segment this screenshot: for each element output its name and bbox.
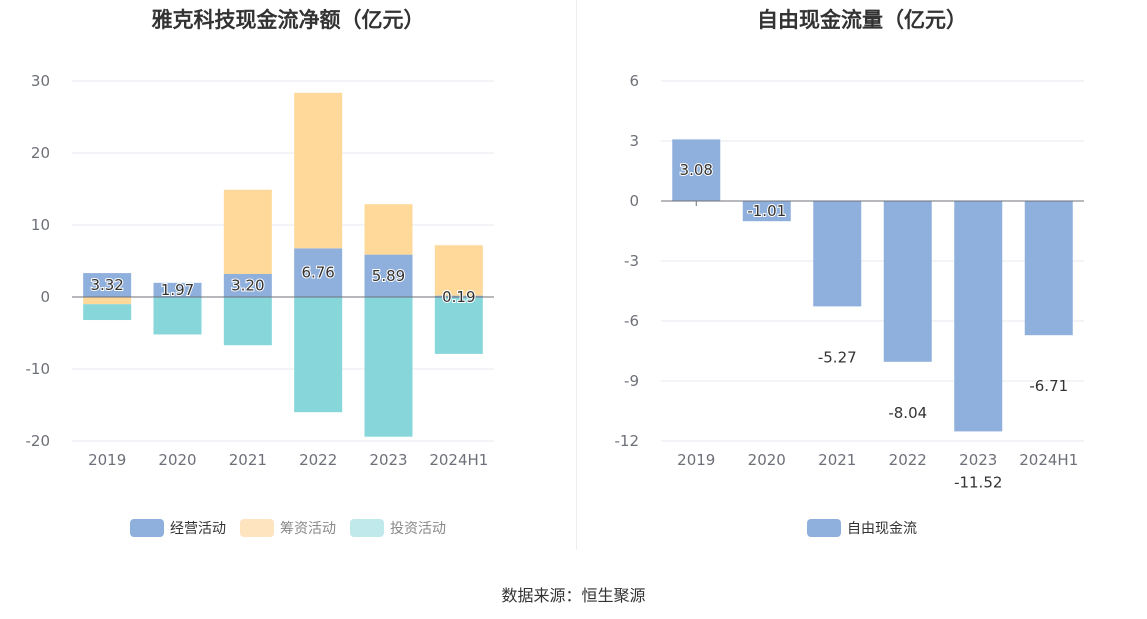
cash-flow-ytick-label: 30 bbox=[31, 72, 50, 90]
cash-flow-bar-经营活动-2021[interactable] bbox=[223, 273, 272, 297]
free-cash-flow-bar-自由现金流-2022[interactable] bbox=[883, 201, 932, 362]
cash-flow-data-label: 1.97 bbox=[161, 281, 194, 299]
legend-investing-swatch bbox=[350, 519, 384, 537]
cash-flow-xtick-label: 2019 bbox=[88, 451, 126, 469]
cash-flow-xtick-label: 2022 bbox=[299, 451, 337, 469]
cash-flow-bar-筹资活动-2022[interactable] bbox=[294, 92, 343, 249]
free-cash-flow-ytick-label: 0 bbox=[629, 192, 639, 210]
data-source-note: 数据来源：恒生聚源 bbox=[501, 586, 646, 605]
free-cash-flow-chart-title: 自由现金流量（亿元） bbox=[757, 8, 967, 32]
free-cash-flow-ytick-label: -6 bbox=[624, 312, 639, 330]
legend-operating-swatch bbox=[130, 519, 164, 537]
cash-flow-xtick-label: 2021 bbox=[229, 451, 267, 469]
cash-flow-data-label: 3.32 bbox=[90, 276, 123, 294]
legend-operating-label: 经营活动 bbox=[170, 521, 226, 537]
free-cash-flow-data-label: -1.01 bbox=[747, 202, 786, 220]
cash-flow-ytick-label: -10 bbox=[26, 360, 51, 378]
cash-flow-data-label: 3.20 bbox=[231, 276, 264, 294]
legend-free-cash-flow-swatch bbox=[807, 519, 841, 537]
free-cash-flow-ytick-label: -3 bbox=[624, 252, 639, 270]
cash-flow-ytick-label: 0 bbox=[40, 288, 50, 306]
free-cash-flow-ytick-label: -9 bbox=[624, 372, 639, 390]
free-cash-flow-xtick-label: 2022 bbox=[889, 451, 927, 469]
cash-flow-data-label: 5.89 bbox=[372, 267, 405, 285]
cash-flow-bar-投资活动-2019[interactable] bbox=[83, 304, 132, 321]
cash-flow-chart-panel: 雅克科技现金流净额（亿元） 30 20 10 0 -10 -20 2019 2020 2021 2… bbox=[0, 0, 576, 550]
cash-flow-ytick-label: -20 bbox=[26, 432, 51, 450]
cash-flow-xtick-label: 2023 bbox=[369, 451, 407, 469]
cash-flow-bar-投资活动-2021[interactable] bbox=[223, 297, 272, 346]
cash-flow-bar-筹资活动-2023[interactable] bbox=[364, 204, 413, 255]
legend-financing-label: 筹资活动 bbox=[280, 521, 336, 537]
legend-operating[interactable]: 经营活动 bbox=[130, 518, 226, 538]
free-cash-flow-bar-自由现金流-2021[interactable] bbox=[813, 201, 862, 307]
cash-flow-bar-投资活动-2023[interactable] bbox=[364, 297, 413, 437]
cash-flow-xtick-label: 2024H1 bbox=[429, 451, 488, 469]
panel-divider bbox=[576, 0, 577, 550]
free-cash-flow-data-label: -5.27 bbox=[818, 348, 857, 366]
free-cash-flow-ytick-label: 3 bbox=[629, 132, 639, 150]
legend-free-cash-flow[interactable]: 自由现金流 bbox=[807, 518, 917, 538]
legend-investing-label: 投资活动 bbox=[390, 521, 446, 537]
free-cash-flow-xtick-label: 2019 bbox=[677, 451, 715, 469]
free-cash-flow-chart-panel: 自由现金流量（亿元） 6 3 0 -3 -6 -9 -12 2019 2020 2021 2022 2… bbox=[577, 0, 1147, 550]
cash-flow-bar-经营活动-2024H1[interactable] bbox=[434, 295, 483, 297]
legend-financing[interactable]: 筹资活动 bbox=[240, 518, 336, 538]
free-cash-flow-bar-自由现金流-2020[interactable] bbox=[742, 201, 791, 222]
cash-flow-chart-plot: 30 20 10 0 -10 -20 2019 2020 2021 2022 2023 2024H1 3… bbox=[26, 72, 494, 469]
cash-flow-chart-title: 雅克科技现金流净额（亿元） bbox=[151, 8, 425, 32]
cash-flow-bar-投资活动-2024H1[interactable] bbox=[434, 297, 483, 354]
free-cash-flow-bar-自由现金流-2019[interactable] bbox=[672, 139, 721, 201]
free-cash-flow-chart-plot: 6 3 0 -3 -6 -9 -12 2019 2020 2021 2022 2023 2024H1 3.… bbox=[615, 72, 1084, 492]
cash-flow-legend: 经营活动 筹资活动 投资活动 bbox=[0, 518, 576, 538]
cash-flow-bar-投资活动-2020[interactable] bbox=[153, 297, 202, 335]
free-cash-flow-xtick-label: 2020 bbox=[748, 451, 786, 469]
free-cash-flow-xtick-label: 2021 bbox=[818, 451, 856, 469]
cash-flow-bar-经营活动-2023[interactable] bbox=[364, 254, 413, 297]
free-cash-flow-data-label: -11.52 bbox=[954, 473, 1002, 491]
free-cash-flow-ytick-label: -12 bbox=[615, 432, 640, 450]
cash-flow-xtick-label: 2020 bbox=[158, 451, 196, 469]
cash-flow-bar-筹资活动-2021[interactable] bbox=[223, 189, 272, 274]
free-cash-flow-ytick-label: 6 bbox=[629, 72, 639, 90]
free-cash-flow-xtick-label: 2023 bbox=[959, 451, 997, 469]
cash-flow-bar-经营活动-2022[interactable] bbox=[294, 248, 343, 297]
cash-flow-bar-筹资活动-2024H1[interactable] bbox=[434, 245, 483, 296]
free-cash-flow-xtick-label: 2024H1 bbox=[1019, 451, 1078, 469]
free-cash-flow-legend: 自由现金流 bbox=[577, 518, 1147, 538]
legend-financing-swatch bbox=[240, 519, 274, 537]
cash-flow-ytick-label: 20 bbox=[31, 144, 50, 162]
free-cash-flow-data-label: -6.71 bbox=[1029, 377, 1068, 395]
legend-free-cash-flow-label: 自由现金流 bbox=[847, 521, 917, 537]
cash-flow-ytick-label: 10 bbox=[31, 216, 50, 234]
free-cash-flow-data-label: -8.04 bbox=[888, 404, 927, 422]
cash-flow-bar-经营活动-2019[interactable] bbox=[83, 273, 132, 297]
legend-investing[interactable]: 投资活动 bbox=[350, 518, 446, 538]
free-cash-flow-bar-自由现金流-2024H1[interactable] bbox=[1024, 201, 1073, 336]
cash-flow-bar-投资活动-2022[interactable] bbox=[294, 297, 343, 413]
free-cash-flow-bar-自由现金流-2023[interactable] bbox=[954, 201, 1003, 432]
cash-flow-data-label: 0.19 bbox=[442, 288, 475, 306]
cash-flow-data-label: 6.76 bbox=[301, 264, 334, 282]
cash-flow-bar-经营活动-2020[interactable] bbox=[153, 282, 202, 297]
cash-flow-bar-筹资活动-2019[interactable] bbox=[83, 297, 132, 305]
free-cash-flow-data-label: 3.08 bbox=[680, 161, 713, 179]
